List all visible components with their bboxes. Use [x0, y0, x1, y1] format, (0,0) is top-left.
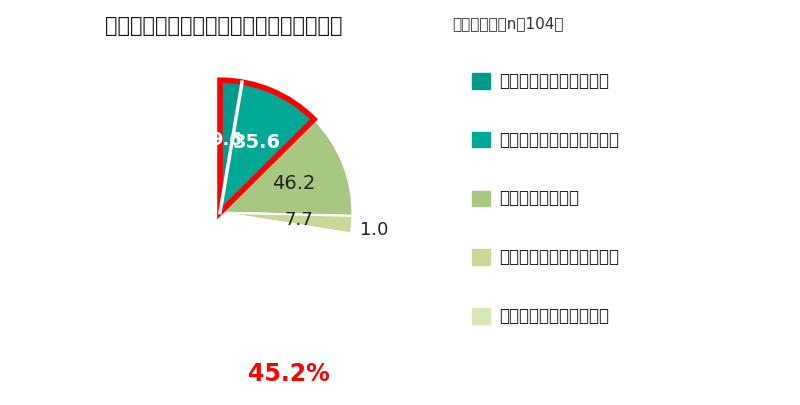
- Text: 9.6: 9.6: [210, 131, 242, 149]
- Text: 法人カード利用による経理業務負担の増減: 法人カード利用による経理業務負担の増減: [106, 16, 342, 36]
- Text: いくらか負担が減っている: いくらか負担が減っている: [499, 131, 619, 149]
- Text: あまり変わらない: あまり変わらない: [499, 190, 579, 207]
- Text: 46.2: 46.2: [272, 174, 315, 193]
- Text: いくらか負担が増えている: いくらか負担が増えている: [499, 248, 619, 266]
- Text: 45.2%: 45.2%: [248, 362, 330, 386]
- Wedge shape: [220, 213, 350, 236]
- Text: とても負担が減っている: とても負担が減っている: [499, 72, 610, 90]
- Wedge shape: [220, 82, 314, 213]
- Text: 7.7: 7.7: [285, 211, 314, 229]
- Text: 1.0: 1.0: [360, 221, 388, 239]
- Wedge shape: [220, 213, 352, 234]
- Wedge shape: [220, 119, 353, 216]
- Text: （単一選択、n＝104）: （単一選択、n＝104）: [452, 16, 563, 31]
- Text: とても負担が増えている: とても負担が増えている: [499, 307, 610, 325]
- Wedge shape: [220, 80, 242, 213]
- Text: 35.6: 35.6: [233, 132, 281, 151]
